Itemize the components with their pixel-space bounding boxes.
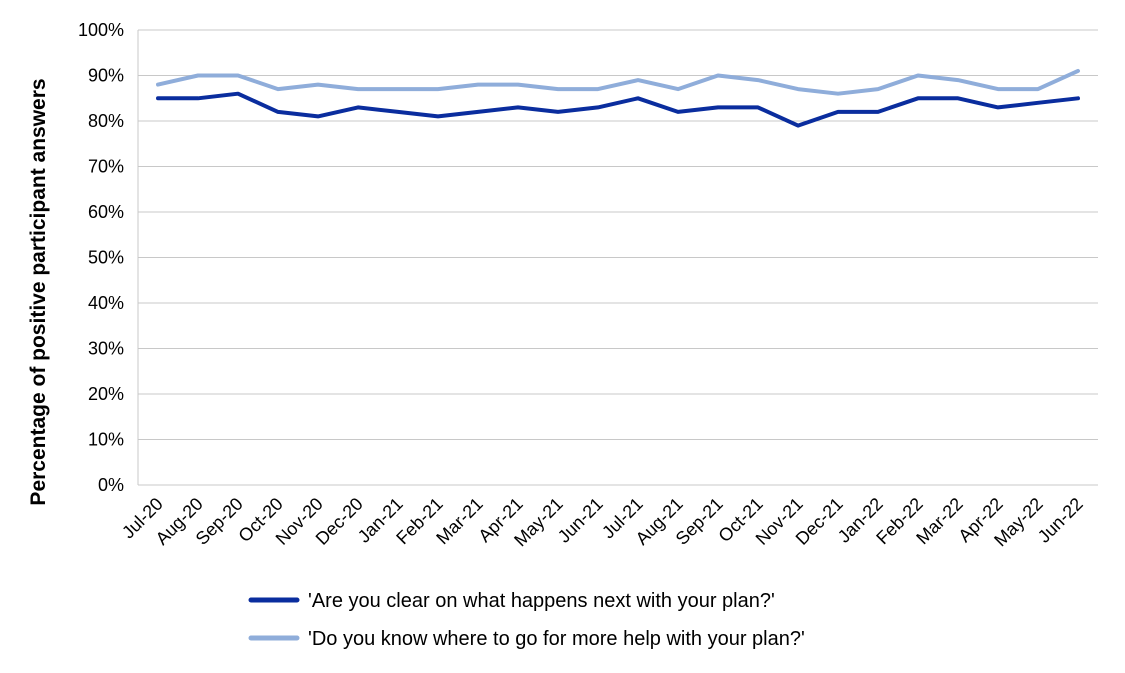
x-tick-label: Jun-21: [554, 494, 607, 547]
x-axis-tick-labels: Jul-20Aug-20Sep-20Oct-20Nov-20Dec-20Jan-…: [118, 494, 1087, 551]
y-tick-label: 80%: [88, 111, 124, 131]
gridlines: [137, 29, 1098, 486]
y-tick-label: 60%: [88, 202, 124, 222]
y-axis-tick-labels: 0% 10% 20% 30% 40% 50% 60% 70% 80% 90% 100%: [78, 20, 124, 495]
y-tick-label: 90%: [88, 66, 124, 86]
y-tick-label: 100%: [78, 20, 124, 40]
legend-label-1: 'Are you clear on what happens next with…: [308, 590, 775, 612]
y-tick-label: 70%: [88, 157, 124, 177]
series-lines: [156, 68, 1080, 128]
y-axis-title: Percentage of positive participant answe…: [27, 78, 50, 505]
x-tick-label: Jun-22: [1034, 494, 1087, 547]
y-tick-label: 40%: [88, 293, 124, 313]
series-line-1: [156, 91, 1080, 128]
y-tick-label: 0%: [98, 475, 124, 495]
y-tick-label: 20%: [88, 384, 124, 404]
y-tick-label: 30%: [88, 339, 124, 359]
legend: 'Are you clear on what happens next with…: [248, 590, 805, 650]
legend-label-2: 'Do you know where to go for more help w…: [308, 628, 805, 650]
y-tick-label: 50%: [88, 248, 124, 268]
y-tick-label: 10%: [88, 430, 124, 450]
series-line-2: [156, 68, 1080, 96]
